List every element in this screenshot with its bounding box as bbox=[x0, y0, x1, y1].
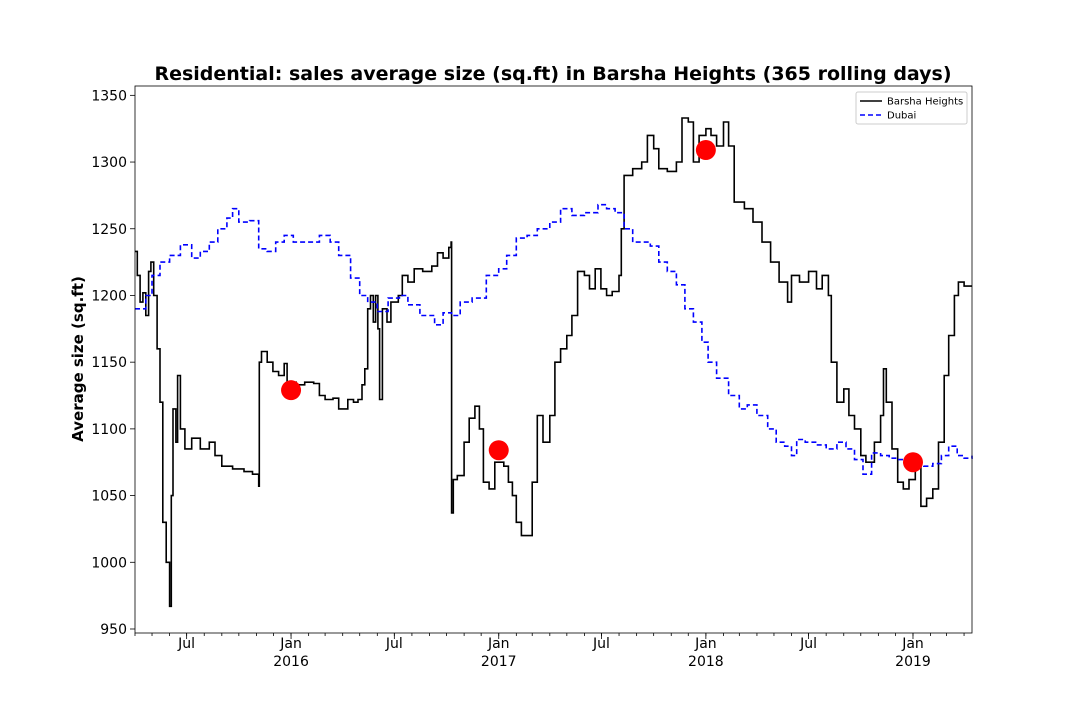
plot-area bbox=[135, 117, 973, 608]
plot-frame bbox=[134, 85, 973, 634]
y-tick-label: 1350 bbox=[91, 88, 127, 104]
series-line-barsha-heights bbox=[135, 117, 972, 608]
legend-label-barsha-heights: Barsha Heights bbox=[887, 97, 963, 108]
y-tick-label: 950 bbox=[100, 622, 127, 638]
x-tick-label: Jul bbox=[177, 636, 195, 652]
x-tick-label: Jan bbox=[901, 636, 924, 652]
marker-point-4 bbox=[902, 452, 923, 473]
x-tick-label: Jul bbox=[592, 636, 610, 652]
x-tick-year-label: 2016 bbox=[273, 654, 309, 670]
x-tick-label: Jan bbox=[694, 636, 717, 652]
x-tick-label: Jan bbox=[279, 636, 302, 652]
x-tick-label: Jul bbox=[799, 636, 817, 652]
y-tick-label: 1000 bbox=[91, 555, 127, 571]
y-tick-label: 1200 bbox=[91, 288, 127, 304]
series-line-dubai bbox=[135, 203, 973, 475]
y-axis-label: Average size (sq.ft) bbox=[69, 276, 87, 442]
marker-point-1 bbox=[281, 380, 302, 401]
chart-title: Residential: sales average size (sq.ft) … bbox=[154, 63, 951, 85]
marker-point-3 bbox=[695, 140, 716, 161]
y-tick-label: 1100 bbox=[91, 422, 127, 438]
legend-label-dubai: Dubai bbox=[887, 111, 916, 122]
legend-box bbox=[855, 91, 968, 125]
y-tick-label: 1150 bbox=[91, 355, 127, 371]
x-tick-year-label: 2019 bbox=[895, 654, 931, 670]
x-tick-year-label: 2018 bbox=[688, 654, 724, 670]
legend: Barsha Heights Dubai bbox=[855, 91, 968, 125]
y-tick-label: 1300 bbox=[91, 155, 127, 171]
axes: 950 1000 1050 1100 1150 1200 1250 1300 1350 Jul Ja… bbox=[91, 85, 973, 670]
y-tick-label: 1050 bbox=[91, 489, 127, 505]
x-tick-year-label: 2017 bbox=[481, 654, 517, 670]
x-tick-label: Jul bbox=[385, 636, 403, 652]
marker-point-2 bbox=[488, 440, 509, 461]
y-tick-label: 1250 bbox=[91, 222, 127, 238]
x-tick-label: Jan bbox=[487, 636, 510, 652]
